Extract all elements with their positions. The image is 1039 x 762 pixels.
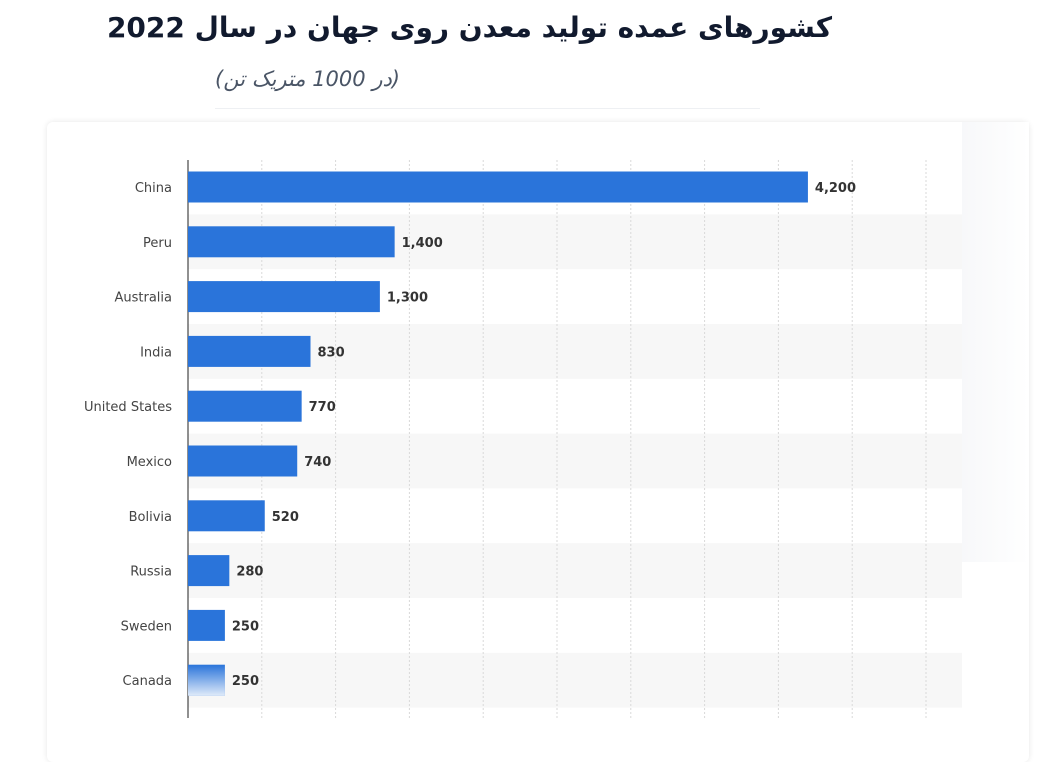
value-label: 1,400 xyxy=(402,236,443,251)
category-label: United States xyxy=(84,400,172,415)
chart-subtitle: (در 1000 متریک تن) xyxy=(215,67,401,91)
bar xyxy=(188,281,380,313)
chart-title: کشورهای عمده تولید معدن روی جهان در سال … xyxy=(106,11,832,44)
value-label: 830 xyxy=(318,345,345,360)
value-label: 770 xyxy=(309,400,336,415)
bar-chart: China 4,200 Peru 1,400 Australia 1,300 India 83… xyxy=(83,160,962,718)
bar-fade-overlay xyxy=(188,664,225,696)
bar xyxy=(188,226,395,258)
row-band xyxy=(188,543,962,598)
value-label: 250 xyxy=(232,674,259,689)
bar xyxy=(188,171,808,203)
row-band xyxy=(188,652,962,708)
category-label: Bolivia xyxy=(129,510,172,525)
bar xyxy=(188,609,225,641)
bar xyxy=(188,390,302,422)
category-label: Russia xyxy=(130,565,172,580)
row-band xyxy=(188,433,962,489)
bar xyxy=(188,555,230,587)
value-label: 4,200 xyxy=(815,181,856,196)
card-edge xyxy=(962,122,1029,562)
category-label: Canada xyxy=(123,674,172,689)
category-label: Peru xyxy=(143,236,172,251)
bar xyxy=(188,445,298,477)
bar xyxy=(188,500,265,532)
value-label: 250 xyxy=(232,619,259,634)
category-label: China xyxy=(135,181,172,196)
value-label: 740 xyxy=(304,455,331,470)
value-label: 520 xyxy=(272,510,299,525)
category-label: Mexico xyxy=(127,455,172,470)
value-label: 1,300 xyxy=(387,291,428,306)
category-label: Australia xyxy=(114,291,172,306)
row-band xyxy=(188,324,962,379)
divider xyxy=(215,108,760,109)
category-label: Sweden xyxy=(121,619,172,634)
bar xyxy=(188,335,311,367)
category-label: India xyxy=(140,345,172,360)
value-label: 280 xyxy=(236,565,263,580)
